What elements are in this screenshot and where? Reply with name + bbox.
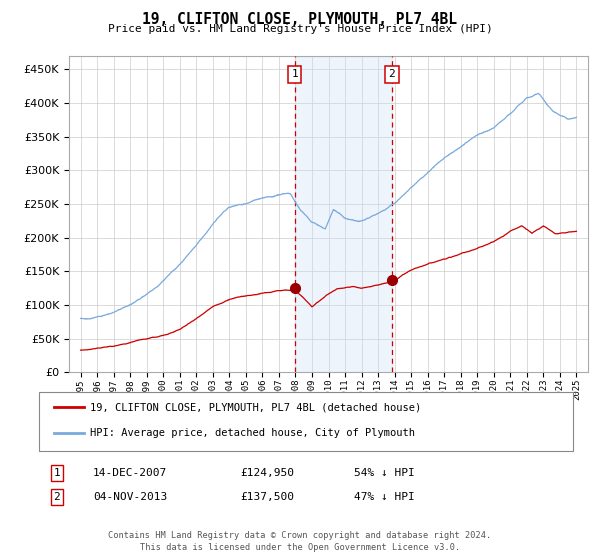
Text: Contains HM Land Registry data © Crown copyright and database right 2024.
This d: Contains HM Land Registry data © Crown c… <box>109 531 491 552</box>
Text: 14-DEC-2007: 14-DEC-2007 <box>93 468 167 478</box>
Text: 04-NOV-2013: 04-NOV-2013 <box>93 492 167 502</box>
Text: HPI: Average price, detached house, City of Plymouth: HPI: Average price, detached house, City… <box>90 428 415 437</box>
Text: £124,950: £124,950 <box>240 468 294 478</box>
Text: 2: 2 <box>53 492 61 502</box>
Text: 47% ↓ HPI: 47% ↓ HPI <box>354 492 415 502</box>
Text: £137,500: £137,500 <box>240 492 294 502</box>
Text: 19, CLIFTON CLOSE, PLYMOUTH, PL7 4BL: 19, CLIFTON CLOSE, PLYMOUTH, PL7 4BL <box>143 12 458 27</box>
Text: 54% ↓ HPI: 54% ↓ HPI <box>354 468 415 478</box>
Text: 2: 2 <box>389 69 395 79</box>
Text: 1: 1 <box>53 468 61 478</box>
Text: 19, CLIFTON CLOSE, PLYMOUTH, PL7 4BL (detached house): 19, CLIFTON CLOSE, PLYMOUTH, PL7 4BL (de… <box>90 403 421 412</box>
Text: Price paid vs. HM Land Registry's House Price Index (HPI): Price paid vs. HM Land Registry's House … <box>107 24 493 34</box>
Text: 1: 1 <box>292 69 298 79</box>
Bar <box>295 56 392 372</box>
